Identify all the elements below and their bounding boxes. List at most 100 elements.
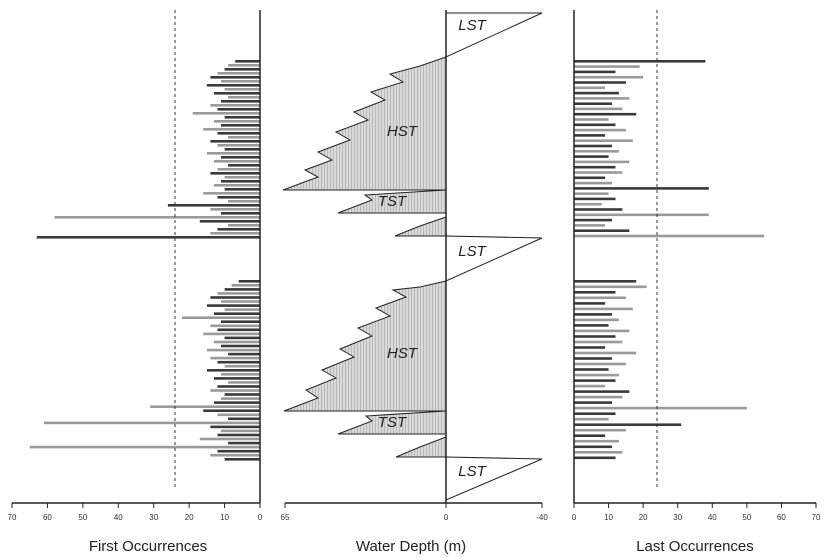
last-occurrence-bar (574, 171, 623, 174)
first-occurrence-bar (228, 164, 260, 167)
first-occurrences-tick-label: 70 (8, 513, 17, 522)
last-occurrence-bar (574, 107, 623, 111)
last-occurrence-bar (574, 176, 606, 180)
first-occurrence-bar (228, 417, 260, 421)
last-occurrence-bar (574, 139, 633, 142)
last-occurrences-tick-label: 0 (572, 513, 577, 522)
systems-tract-label-lst: LST (458, 463, 487, 480)
systems-tract-wedge (395, 436, 447, 458)
last-occurrences-tick-label: 30 (673, 513, 682, 522)
first-occurrences-tick-label: 10 (220, 513, 229, 522)
first-occurrence-bar (54, 216, 260, 219)
first-occurrence-bar (210, 296, 260, 299)
first-occurrence-bar (217, 132, 260, 135)
first-occurrence-bar (43, 421, 261, 425)
last-occurrence-bar (574, 218, 612, 222)
last-occurrence-bar (574, 302, 606, 305)
first-occurrence-bar (213, 340, 260, 344)
systems-tract-label-hst: HST (387, 345, 419, 362)
first-occurrence-bar (224, 393, 260, 396)
first-occurrence-bar (221, 156, 260, 159)
first-occurrence-bar (217, 360, 260, 364)
last-occurrences-panel: 0 10 20 30 40 50 60 70 Last Occurrences (572, 10, 821, 555)
first-occurrence-bar (210, 76, 260, 79)
last-occurrence-bar (574, 102, 612, 105)
last-occurrence-bar (574, 451, 623, 454)
first-occurrence-bar (203, 332, 260, 336)
first-occurrence-bar (206, 84, 260, 87)
water-depth-tick-label: 65 (281, 513, 290, 522)
first-occurrence-bar (217, 292, 260, 295)
first-occurrence-bar (228, 96, 260, 99)
last-occurrence-bar (574, 280, 637, 283)
first-occurrence-bar (210, 324, 260, 328)
systems-tract-label-tst: TST (378, 193, 408, 210)
first-occurrence-bar (203, 409, 260, 412)
first-occurrence-bar (213, 184, 260, 187)
water-depth-tick-label: 0 (444, 513, 449, 522)
last-occurrences-tick-label: 50 (742, 513, 751, 522)
first-occurrence-bar (224, 336, 260, 340)
last-occurrence-bar (574, 384, 606, 388)
first-occurrences-tick-label: 50 (78, 513, 87, 522)
systems-tract-wedge (282, 56, 447, 191)
first-occurrence-bar (217, 433, 260, 437)
first-occurrence-bar (224, 88, 260, 91)
last-occurrences-tick-label: 10 (604, 513, 613, 522)
systems-tract-label-lst: LST (458, 17, 487, 34)
last-occurrence-bar (574, 128, 626, 132)
last-occurrence-bar (574, 296, 626, 300)
first-occurrence-bar (210, 140, 260, 143)
first-occurrences-ticks: 70 60 50 40 30 20 10 0 (8, 503, 263, 522)
last-occurrence-bar (574, 213, 709, 217)
last-occurrence-bar (574, 406, 747, 410)
first-occurrence-bar (210, 172, 260, 175)
last-occurrence-bar (574, 224, 606, 227)
first-occurrence-bar (203, 128, 260, 131)
first-occurrence-bar (210, 232, 260, 235)
first-occurrence-bar (199, 220, 260, 223)
first-occurrence-bar (228, 381, 260, 384)
first-occurrence-bar (221, 397, 260, 400)
last-occurrence-bar (574, 144, 612, 148)
first-occurrences-bars (29, 60, 261, 461)
first-occurrence-bar (217, 228, 260, 231)
first-occurrences-tick-label: 40 (114, 513, 123, 522)
first-occurrences-tick-label: 20 (185, 513, 194, 522)
first-occurrence-bar (217, 413, 260, 417)
first-occurrence-bar (206, 152, 260, 155)
first-occurrence-bar (224, 68, 260, 71)
last-occurrence-bar (574, 65, 640, 68)
last-occurrence-bar (574, 97, 630, 100)
first-occurrence-bar (221, 80, 260, 83)
first-occurrence-bar (224, 364, 260, 368)
first-occurrence-bar (217, 449, 260, 453)
last-occurrences-bars (574, 60, 765, 460)
last-occurrence-bar (574, 434, 606, 437)
first-occurrence-bar (192, 112, 260, 115)
last-occurrence-bar (574, 118, 609, 121)
first-occurrence-bar (217, 72, 260, 75)
first-occurrence-bar (224, 116, 260, 119)
last-occurrence-bar (574, 335, 616, 338)
last-occurrence-bar (574, 91, 619, 95)
first-occurrence-bar (224, 148, 260, 151)
first-occurrence-bar (217, 168, 260, 171)
last-occurrences-tick-label: 70 (812, 513, 821, 522)
first-occurrence-bar (210, 356, 260, 360)
water-depth-tick-label: -40 (536, 513, 548, 522)
last-occurrence-bar (574, 456, 616, 460)
systems-tract-wedge (394, 216, 447, 237)
last-occurrence-bar (574, 229, 630, 232)
first-occurrence-bar (29, 445, 261, 449)
first-occurrence-bar (221, 344, 260, 348)
first-occurrence-bar (213, 92, 260, 95)
last-occurrence-bar (574, 134, 606, 137)
last-occurrences-tick-label: 60 (777, 513, 786, 522)
last-occurrence-bar (574, 112, 637, 116)
water-depth-xlabel: Water Depth (m) (356, 538, 466, 555)
first-occurrence-bar (217, 108, 260, 111)
first-occurrence-bar (213, 377, 260, 380)
first-occurrence-bar (228, 136, 260, 139)
last-occurrence-bar (574, 197, 616, 201)
